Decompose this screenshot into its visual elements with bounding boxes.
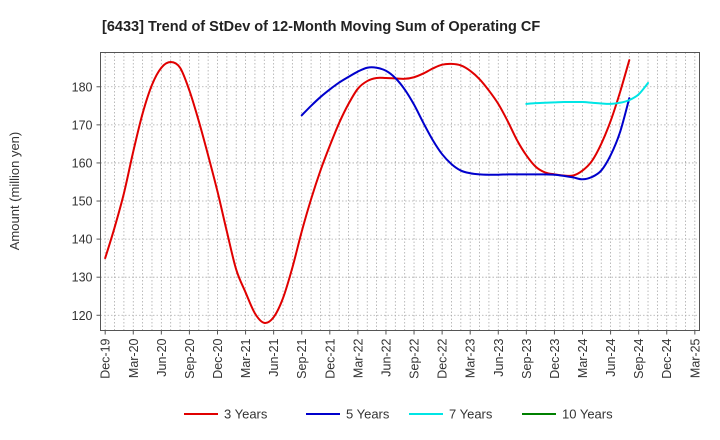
grid-layer (100, 52, 700, 331)
x-tick-label: Dec-20 (211, 338, 225, 378)
y-tick-label: 170 (72, 118, 93, 132)
x-tick-label: Mar-22 (351, 338, 365, 378)
legend-item-7-years: 7 Years (409, 407, 493, 422)
x-tick-label: Sep-24 (632, 338, 646, 378)
legend-item-3-years: 3 Years (184, 407, 268, 422)
y-tick-label: 180 (72, 80, 93, 94)
series-line-3-years (104, 59, 631, 324)
x-tick-label: Mar-25 (688, 338, 702, 378)
y-tick-label: 160 (72, 156, 93, 170)
legend-label: 10 Years (562, 407, 613, 422)
legend-label: 5 Years (346, 407, 390, 422)
x-tick-label: Mar-21 (239, 338, 253, 378)
legend: 3 Years 5 Years 7 Years 10 Years (184, 407, 613, 422)
x-tick-label: Dec-24 (660, 338, 674, 378)
x-tick-label: Jun-23 (492, 338, 506, 376)
x-tick-label: Dec-21 (323, 338, 337, 378)
legend-item-5-years: 5 Years (306, 407, 390, 422)
x-tick-label: Mar-24 (576, 338, 590, 378)
x-tick-label: Dec-23 (548, 338, 562, 378)
x-tick-label: Jun-24 (604, 338, 618, 376)
x-tick-label: Dec-19 (99, 338, 113, 378)
series-line-5-years (300, 66, 631, 181)
y-axis-label: Amount (million yen) (7, 132, 22, 251)
x-tick-label: Sep-20 (183, 338, 197, 378)
x-tick-label: Sep-22 (408, 338, 422, 378)
y-tick-label: 120 (72, 309, 93, 323)
x-tick-label: Mar-20 (127, 338, 141, 378)
x-tick-label: Jun-21 (267, 338, 281, 376)
x-axis-ticks: Dec-19 Mar-20 Jun-20 Sep-20 Dec-20 Mar-21 Jun-… (99, 330, 702, 379)
y-tick-label: 140 (72, 233, 93, 247)
chart-title: [6433] Trend of StDev of 12-Month Moving… (102, 19, 540, 35)
series-line-7-years (525, 81, 650, 105)
legend-label: 7 Years (449, 407, 493, 422)
x-tick-label: Jun-22 (379, 338, 393, 376)
legend-item-10-years: 10 Years (522, 407, 613, 422)
x-tick-label: Sep-21 (295, 338, 309, 378)
legend-label: 3 Years (224, 407, 268, 422)
x-tick-label: Jun-20 (155, 338, 169, 376)
y-axis-ticks: 120 130 140 150 160 170 180 (72, 80, 101, 323)
plot-frame (100, 52, 700, 331)
x-tick-label: Mar-23 (464, 338, 478, 378)
y-tick-label: 130 (72, 271, 93, 285)
x-tick-label: Dec-22 (436, 338, 450, 378)
y-tick-label: 150 (72, 195, 93, 209)
series-layer (104, 59, 650, 324)
x-tick-label: Sep-23 (520, 338, 534, 378)
